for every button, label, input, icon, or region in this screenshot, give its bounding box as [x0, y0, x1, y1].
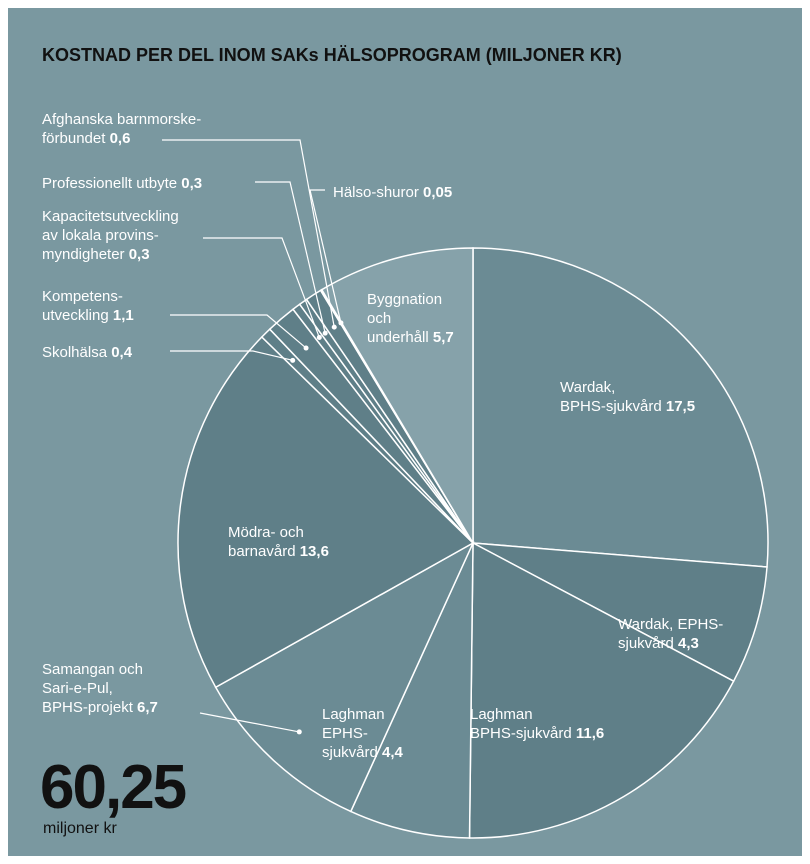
pie-slice — [214, 541, 475, 813]
slice-label: Laghman EPHS- sjukvård 4,4 — [322, 705, 403, 762]
slice-name: Mödra- och barnavård — [228, 524, 304, 560]
slice-label: Laghman BPHS-sjukvård 11,6 — [470, 705, 604, 743]
pie-slice — [177, 335, 475, 689]
slice-name: Afghanska barnmorske- förbundet — [42, 111, 202, 147]
slice-label: Hälso-shuror 0,05 — [333, 183, 452, 202]
slice-label: Byggnation och underhåll 5,7 — [367, 290, 454, 347]
leader-line — [199, 712, 300, 733]
slice-name: Wardak, EPHS- sjukvård — [618, 616, 724, 652]
slice-label: Kompetens- utveckling 1,1 — [42, 287, 134, 325]
slice-name: Hälso-shuror — [333, 184, 419, 201]
slice-name: Samangan och Sari-e-Pul, BPHS-projekt — [42, 661, 143, 716]
slice-value: 0,05 — [423, 184, 453, 201]
pie-slice — [320, 247, 474, 546]
slice-label: Kapacitetsutveckling av lokala provins- … — [42, 207, 179, 264]
leader-dot — [316, 334, 322, 340]
pie-slice — [468, 541, 735, 839]
slice-label: Wardak, EPHS- sjukvård 4,3 — [618, 615, 723, 653]
slice-value: 6,7 — [137, 699, 158, 716]
leader-dot — [303, 345, 309, 351]
slice-label: Samangan och Sari-e-Pul, BPHS-projekt 6,… — [42, 660, 158, 717]
slice-label: Professionellt utbyte 0,3 — [42, 174, 202, 193]
leader-line — [309, 189, 342, 324]
leader-line — [170, 314, 307, 349]
slice-name: Professionellt utbyte — [42, 175, 178, 192]
total: 60,25 — [40, 753, 187, 822]
leader-line — [203, 237, 320, 338]
slice-label: Wardak, BPHS-sjukvård 17,5 — [560, 378, 695, 416]
slice-value: 11,6 — [575, 725, 605, 742]
leader-dot — [296, 729, 302, 735]
leader-dot — [331, 324, 337, 330]
leader-dot — [322, 330, 328, 336]
pie-slice — [472, 247, 769, 568]
slice-value: 17,5 — [665, 398, 696, 415]
slice-label: Mödra- och barnavård 13,6 — [228, 523, 329, 561]
slice-value: 13,6 — [299, 543, 329, 560]
leader-line — [170, 350, 293, 361]
slice-value: 0,3 — [128, 246, 150, 263]
slice-value: 0,6 — [109, 130, 131, 147]
leader-dot — [290, 357, 296, 363]
chart-title: KOSTNAD PER DEL INOM SAKs HÄLSOPROGRAM (… — [42, 45, 622, 65]
slice-value: 0,4 — [111, 344, 133, 361]
slice-name: Kompetens- utveckling — [42, 288, 123, 324]
leader-dot — [338, 320, 344, 326]
pie-slice — [349, 542, 474, 839]
slice-value: 4,4 — [382, 744, 403, 761]
slice-name: Laghman BPHS-sjukvård — [470, 706, 572, 742]
pie-slice — [472, 542, 768, 683]
slice-name: Wardak, BPHS-sjukvård — [560, 379, 662, 415]
slice-name: Byggnation och underhåll — [367, 291, 443, 346]
slice-name: Kapacitetsutveckling av lokala provins- … — [42, 208, 179, 263]
slice-label: Afghanska barnmorske- förbundet 0,6 — [42, 110, 201, 148]
slice-name: Skolhälsa — [42, 344, 108, 361]
slice-name: Laghman EPHS- sjukvård — [322, 706, 385, 761]
slice-value: 1,1 — [112, 307, 134, 324]
leader-line — [255, 181, 326, 334]
slice-value: 4,3 — [678, 635, 699, 652]
slice-label: Skolhälsa 0,4 — [42, 343, 132, 362]
total-unit: miljoner kr — [43, 820, 117, 837]
slice-value: 5,7 — [432, 329, 454, 346]
slice-value: 0,3 — [181, 175, 203, 192]
leader-line — [162, 139, 335, 328]
